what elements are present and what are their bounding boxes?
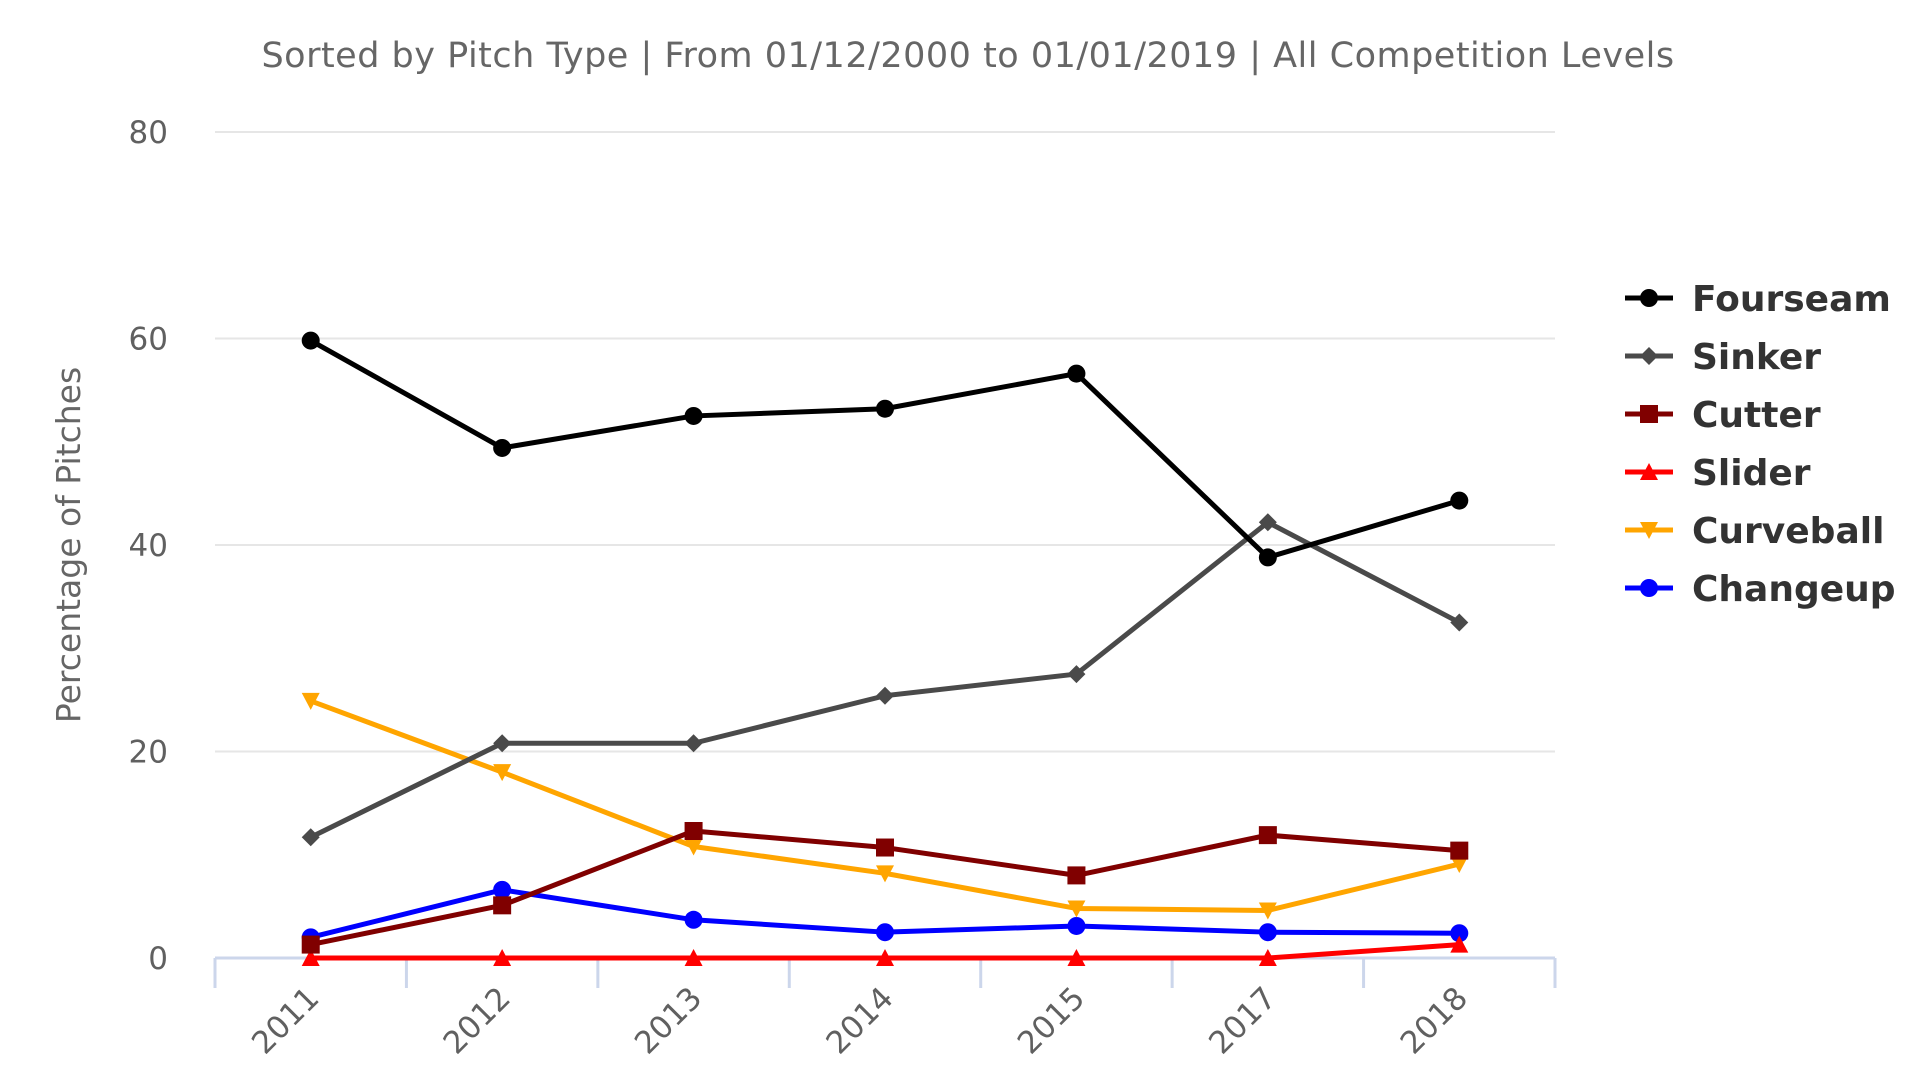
data-point-slider	[876, 949, 894, 966]
series-fourseam	[301, 331, 1469, 567]
data-point-cutter	[1067, 866, 1086, 885]
legend-marker	[1640, 405, 1658, 423]
data-point-sinker	[493, 734, 512, 753]
data-point-slider	[1450, 935, 1469, 953]
y-tick-label: 40	[129, 528, 168, 564]
data-point-sinker	[1450, 613, 1469, 632]
legend-item-curveball[interactable]: Curveball	[1625, 511, 1884, 552]
series-lines	[301, 331, 1469, 966]
x-tick-label: 2018	[1394, 980, 1475, 1061]
series-slider	[301, 935, 1469, 966]
data-point-changeup	[684, 910, 703, 929]
data-point-curveball	[1258, 902, 1277, 920]
x-tick-label: 2015	[1011, 980, 1092, 1061]
x-tick-label: 2011	[245, 980, 326, 1061]
data-point-sinker	[876, 686, 894, 705]
data-point-fourseam	[1450, 491, 1469, 510]
data-point-curveball	[684, 838, 703, 856]
data-point-curveball	[301, 692, 320, 710]
data-point-curveball	[493, 764, 512, 782]
series-line-sinker	[308, 519, 1462, 840]
data-point-slider	[1258, 949, 1277, 966]
data-point-cutter	[1258, 826, 1277, 845]
legend-label: Curveball	[1692, 511, 1884, 552]
legend-label: Slider	[1692, 453, 1811, 494]
series-changeup	[301, 880, 1469, 947]
data-point-changeup	[1258, 923, 1277, 942]
data-point-fourseam	[876, 399, 894, 418]
y-tick-label: 0	[148, 941, 168, 977]
y-tick-label: 60	[129, 322, 168, 358]
legend-marker	[1640, 289, 1658, 307]
series-cutter	[301, 822, 1469, 954]
data-point-cutter	[684, 822, 703, 841]
legend-label: Sinker	[1692, 337, 1821, 378]
data-point-changeup	[1450, 924, 1469, 943]
legend-label: Changeup	[1692, 569, 1896, 610]
legend-marker	[1640, 347, 1658, 365]
legend-item-fourseam[interactable]: Fourseam	[1625, 279, 1891, 320]
legend-label: Fourseam	[1692, 279, 1891, 320]
legend: Fourseam Sinker Cutter Slider Curveball Chang…	[1625, 279, 1896, 610]
data-point-slider	[493, 949, 512, 966]
data-point-fourseam	[684, 406, 703, 425]
x-tick-label: 2013	[628, 980, 709, 1061]
axes: 2011 2012 2013 2014 2015 2017 2018	[213, 956, 1557, 1061]
data-point-cutter	[301, 935, 320, 954]
data-point-sinker	[1067, 665, 1086, 684]
legend-marker	[1640, 522, 1658, 539]
legend-marker	[1640, 579, 1658, 597]
data-point-changeup	[493, 880, 512, 899]
data-point-fourseam	[301, 331, 320, 350]
y-tick-label: 20	[129, 735, 168, 771]
legend-label: Cutter	[1692, 395, 1821, 436]
series-curveball	[301, 692, 1469, 920]
data-point-cutter	[876, 838, 894, 857]
data-point-sinker	[301, 828, 320, 847]
data-point-fourseam	[1067, 364, 1086, 383]
data-point-slider	[1067, 949, 1086, 966]
data-point-changeup	[1067, 916, 1086, 935]
legend-item-slider[interactable]: Slider	[1625, 453, 1811, 494]
gridlines: 0 20 40 60 80	[129, 115, 1555, 977]
data-point-cutter	[1450, 841, 1469, 860]
legend-item-sinker[interactable]: Sinker	[1625, 337, 1821, 378]
series-line-fourseam	[308, 338, 1462, 560]
data-point-sinker	[684, 734, 703, 753]
series-sinker	[301, 513, 1469, 847]
data-point-curveball	[1067, 900, 1086, 918]
data-point-changeup	[876, 923, 894, 942]
legend-item-changeup[interactable]: Changeup	[1625, 569, 1896, 610]
x-tick-label: 2017	[1202, 980, 1283, 1061]
data-point-fourseam	[1258, 548, 1277, 567]
data-point-curveball	[876, 865, 894, 883]
data-point-curveball	[1450, 856, 1469, 874]
data-point-sinker	[1258, 513, 1277, 532]
y-tick-label: 80	[129, 115, 168, 151]
legend-marker	[1640, 463, 1658, 480]
data-point-slider	[301, 949, 320, 966]
y-axis-label: Percentage of Pitches	[49, 367, 88, 723]
x-tick-label: 2012	[437, 980, 518, 1061]
x-tick-label: 2014	[819, 980, 900, 1061]
legend-item-cutter[interactable]: Cutter	[1625, 395, 1821, 436]
data-point-cutter	[493, 896, 512, 915]
data-point-slider	[684, 949, 703, 966]
data-point-fourseam	[493, 438, 512, 457]
chart-subtitle: Sorted by Pitch Type | From 01/12/2000 t…	[261, 36, 1674, 76]
